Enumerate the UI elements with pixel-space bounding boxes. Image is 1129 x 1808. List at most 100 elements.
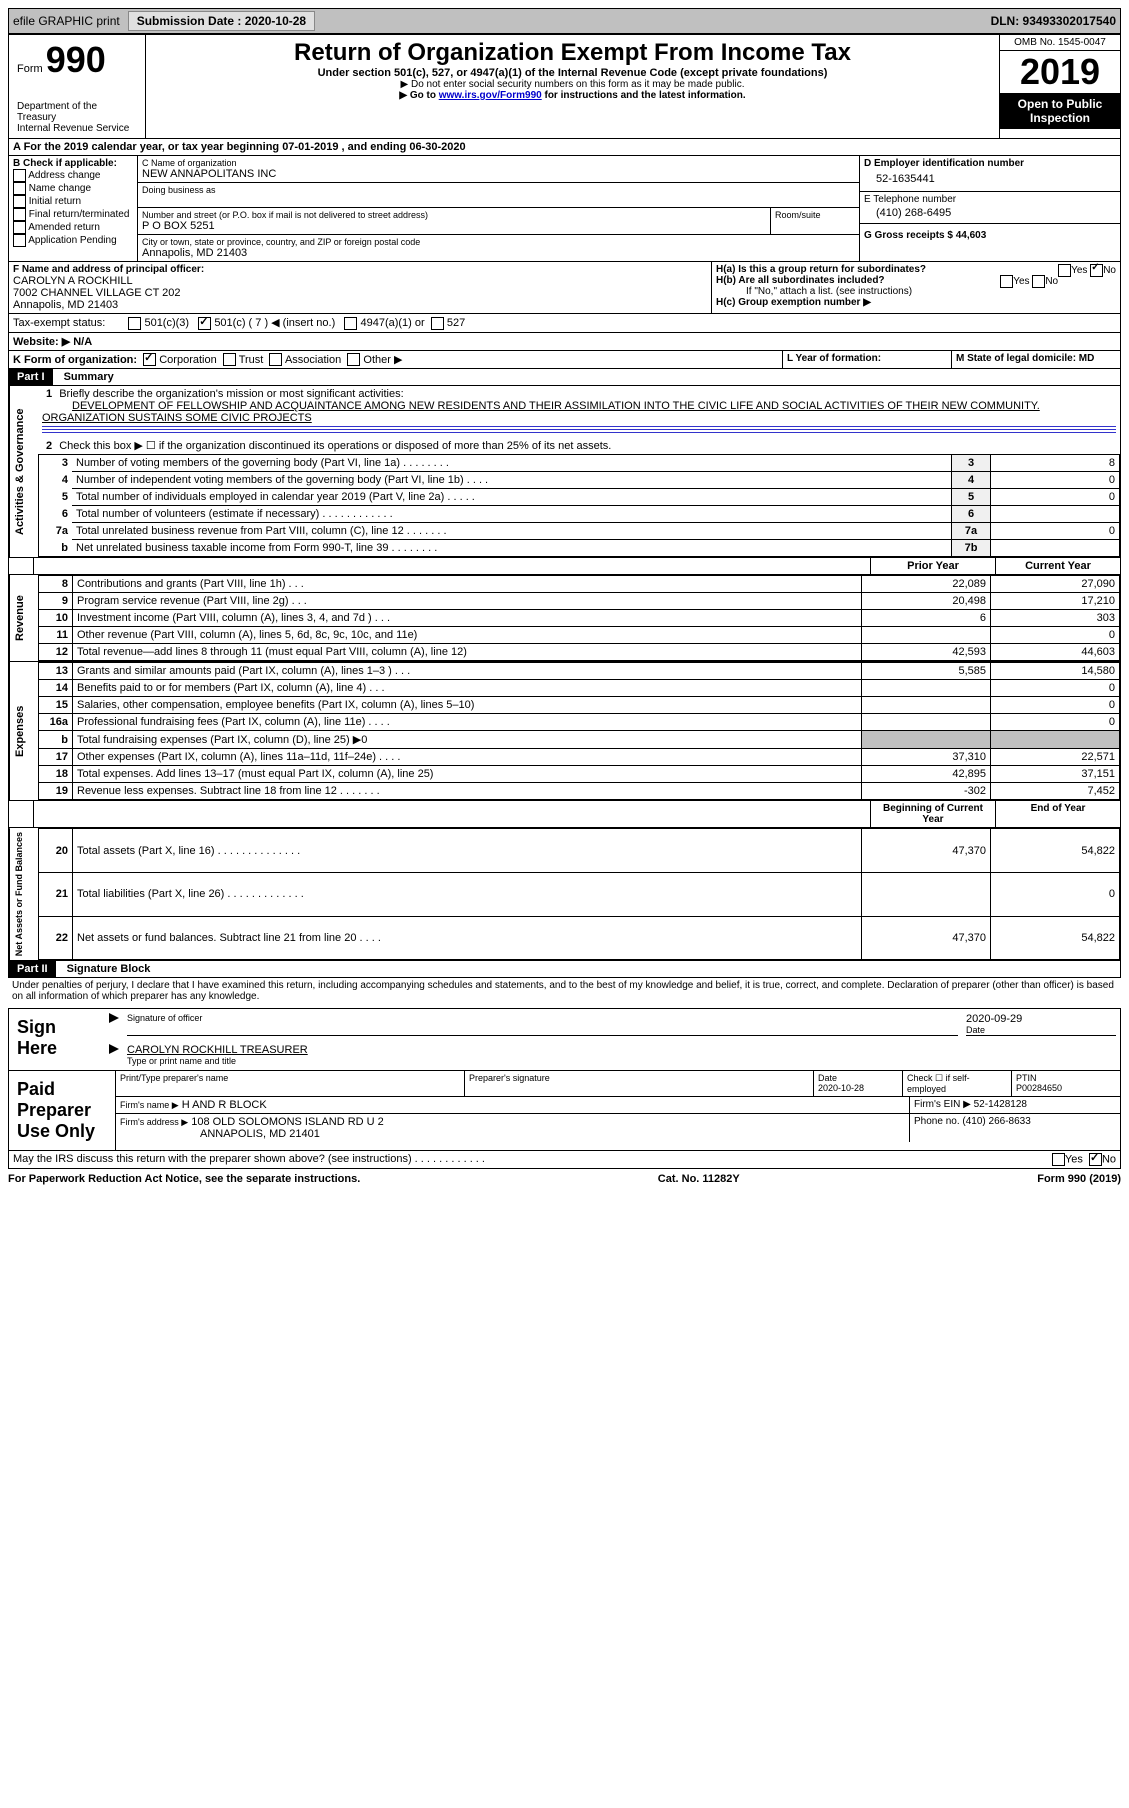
table-row: 7a Total unrelated business revenue from… xyxy=(39,523,1120,540)
name-title-label: Type or print name and title xyxy=(127,1056,1108,1066)
table-row: 6 Total number of volunteers (estimate i… xyxy=(39,506,1120,523)
opt-assoc: Association xyxy=(285,354,341,366)
table-row: 21 Total liabilities (Part X, line 26) .… xyxy=(39,872,1120,916)
q1-answer: DEVELOPMENT OF FELLOWSHIP AND ACQUAINTAN… xyxy=(42,400,1040,424)
opt-trust: Trust xyxy=(239,354,264,366)
prior-year-header: Prior Year xyxy=(871,558,996,574)
ptin-value: P00284650 xyxy=(1016,1083,1116,1093)
irs-link[interactable]: www.irs.gov/Form990 xyxy=(439,90,542,101)
ha-yes-check[interactable] xyxy=(1058,264,1071,277)
discuss-no-check[interactable] xyxy=(1089,1153,1102,1166)
firm-phone: (410) 266-8633 xyxy=(962,1116,1030,1127)
discuss-label: May the IRS discuss this return with the… xyxy=(13,1153,1052,1166)
officer-addr2: Annapolis, MD 21403 xyxy=(13,299,707,311)
corp-check[interactable] xyxy=(143,353,156,366)
501c-check[interactable] xyxy=(198,317,211,330)
phone-value: (410) 268-6495 xyxy=(864,205,1116,221)
efile-header: efile GRAPHIC print Submission Date : 20… xyxy=(8,8,1121,34)
sig-officer-label: Signature of officer xyxy=(127,1013,958,1023)
room-label: Room/suite xyxy=(770,208,859,234)
note2-pre: ▶ Go to xyxy=(399,90,438,101)
table-row: 5 Total number of individuals employed i… xyxy=(39,489,1120,506)
ha-no-check[interactable] xyxy=(1090,264,1103,277)
officer-name-title: CAROLYN ROCKHILL TREASURER xyxy=(127,1044,1108,1056)
4947-check[interactable] xyxy=(344,317,357,330)
side-revenue: Revenue xyxy=(9,575,38,661)
h-c-label: H(c) Group exemption number ▶ xyxy=(716,297,1116,308)
table-row: b Total fundraising expenses (Part IX, c… xyxy=(39,731,1120,749)
prep-sig-label: Preparer's signature xyxy=(465,1071,814,1096)
trust-check[interactable] xyxy=(223,353,236,366)
ptin-label: PTIN xyxy=(1016,1073,1116,1083)
footer-left: For Paperwork Reduction Act Notice, see … xyxy=(8,1173,360,1185)
527-check[interactable] xyxy=(431,317,444,330)
table-row: 22 Net assets or fund balances. Subtract… xyxy=(39,916,1120,960)
opt-501c3: 501(c)(3) xyxy=(144,317,189,329)
note-link: ▶ Go to www.irs.gov/Form990 for instruct… xyxy=(150,90,995,101)
note2-post: for instructions and the latest informat… xyxy=(542,90,746,101)
box-b: B Check if applicable: Address change Na… xyxy=(9,156,138,261)
table-row: b Net unrelated business taxable income … xyxy=(39,540,1120,557)
begin-year-header: Beginning of Current Year xyxy=(871,801,996,827)
firm-ein: 52-1428128 xyxy=(974,1099,1027,1110)
501c3-check[interactable] xyxy=(128,317,141,330)
part2-title: Signature Block xyxy=(59,963,151,975)
boxb-item: Application Pending xyxy=(13,234,133,247)
table-row: 11 Other revenue (Part VIII, column (A),… xyxy=(39,627,1120,644)
form-title: Return of Organization Exempt From Incom… xyxy=(150,39,995,67)
firm-addr2: ANNAPOLIS, MD 21401 xyxy=(120,1128,320,1140)
table-row: 10 Investment income (Part VIII, column … xyxy=(39,610,1120,627)
table-row: 20 Total assets (Part X, line 16) . . . … xyxy=(39,829,1120,873)
side-activities: Activities & Governance xyxy=(9,386,38,557)
opt-501c: 501(c) ( 7 ) ◀ (insert no.) xyxy=(214,317,335,329)
firm-addr-label: Firm's address ▶ xyxy=(120,1117,188,1127)
table-row: 14 Benefits paid to or for members (Part… xyxy=(39,680,1120,697)
part2-label: Part II xyxy=(9,961,56,977)
hb-no-check[interactable] xyxy=(1032,275,1045,288)
dba-label: Doing business as xyxy=(142,185,855,195)
hb-yes-check[interactable] xyxy=(1000,275,1013,288)
prep-name-label: Print/Type preparer's name xyxy=(116,1071,465,1096)
sig-date: 2020-09-29 xyxy=(966,1013,1116,1025)
assoc-check[interactable] xyxy=(269,353,282,366)
h-b-row: H(b) Are all subordinates included? Yes … xyxy=(716,275,1116,286)
note-ssn: ▶ Do not enter social security numbers o… xyxy=(150,79,995,90)
ein-value: 52-1635441 xyxy=(864,169,1116,189)
discuss-yes-check[interactable] xyxy=(1052,1153,1065,1166)
h-a-label: H(a) Is this a group return for subordin… xyxy=(716,264,926,275)
efile-label: efile GRAPHIC print xyxy=(13,14,120,28)
firm-phone-label: Phone no. xyxy=(914,1116,960,1127)
current-year-header: Current Year xyxy=(996,558,1120,574)
boxb-item: Name change xyxy=(13,182,133,195)
table-row: 16a Professional fundraising fees (Part … xyxy=(39,714,1120,731)
officer-addr1: 7002 CHANNEL VILLAGE CT 202 xyxy=(13,287,707,299)
h-b-label: H(b) Are all subordinates included? xyxy=(716,275,885,286)
firm-ein-label: Firm's EIN ▶ xyxy=(914,1099,971,1110)
boxb-item: Amended return xyxy=(13,221,133,234)
submission-date-btn[interactable]: Submission Date : 2020-10-28 xyxy=(128,11,315,31)
table-row: 17 Other expenses (Part IX, column (A), … xyxy=(39,749,1120,766)
boxb-item: Initial return xyxy=(13,195,133,208)
table-row: 18 Total expenses. Add lines 13–17 (must… xyxy=(39,766,1120,783)
arrow-icon xyxy=(109,1013,119,1023)
org-address: P O BOX 5251 xyxy=(142,220,766,232)
addr-label: Number and street (or P.O. box if mail i… xyxy=(142,210,766,220)
form-number: 990 xyxy=(46,39,106,80)
tax-year: 2019 xyxy=(1000,51,1120,93)
q1-label: Briefly describe the organization's miss… xyxy=(59,388,403,400)
period-line: A For the 2019 calendar year, or tax yea… xyxy=(8,139,1121,156)
boxb-item: Address change xyxy=(13,169,133,182)
l-label: L Year of formation: xyxy=(783,351,952,369)
side-netassets: Net Assets or Fund Balances xyxy=(9,828,38,960)
self-emp-label: Check ☐ if self-employed xyxy=(903,1071,1012,1096)
side-expenses: Expenses xyxy=(9,662,38,800)
table-row: 8 Contributions and grants (Part VIII, l… xyxy=(39,576,1120,593)
other-check[interactable] xyxy=(347,353,360,366)
footer-mid: Cat. No. 11282Y xyxy=(658,1173,740,1185)
paid-preparer-label: Paid Preparer Use Only xyxy=(9,1071,115,1150)
form-subtitle: Under section 501(c), 527, or 4947(a)(1)… xyxy=(150,67,995,79)
dln-label: DLN: 93493302017540 xyxy=(991,14,1116,28)
end-year-header: End of Year xyxy=(996,801,1120,827)
omb-number: OMB No. 1545-0047 xyxy=(1000,35,1120,51)
officer-label: F Name and address of principal officer: xyxy=(13,264,707,275)
